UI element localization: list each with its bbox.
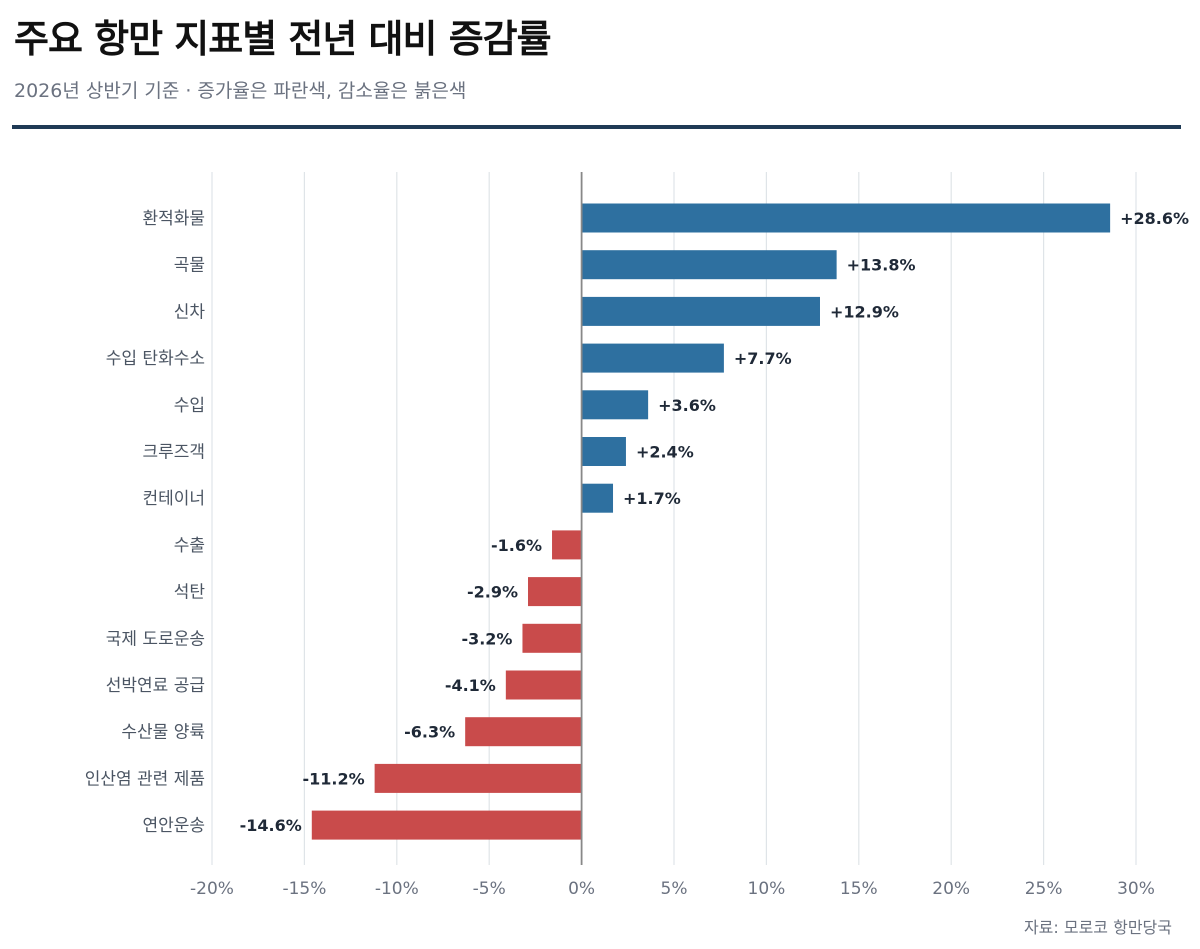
bar <box>374 763 582 793</box>
category-label: 수산물 양륙 <box>121 723 205 743</box>
x-tick-label: -15% <box>282 879 326 899</box>
bar <box>528 577 582 607</box>
category-label: 수입 탄화수소 <box>106 349 205 369</box>
bar <box>581 390 649 420</box>
bar <box>311 810 582 840</box>
x-tick-label: 5% <box>661 879 688 899</box>
data-label: -4.1% <box>445 676 496 695</box>
category-label: 연안운송 <box>142 816 205 836</box>
category-label: 선박연료 공급 <box>106 676 205 696</box>
category-label: 신차 <box>174 302 206 322</box>
source-note: 자료: 모로코 항만당국 <box>1023 918 1172 937</box>
data-label: -1.6% <box>491 536 542 555</box>
x-tick-label: 15% <box>840 879 878 899</box>
data-label: -2.9% <box>467 583 518 602</box>
chart-title: 주요 항만 지표별 전년 대비 증감률 <box>14 17 552 61</box>
x-tick-label: 0% <box>568 879 595 899</box>
x-tick-label: -20% <box>190 879 234 899</box>
data-label: +12.9% <box>830 302 899 321</box>
x-tick-label: 10% <box>748 879 786 899</box>
category-label: 곡물 <box>174 256 205 276</box>
x-tick-label: 30% <box>1117 879 1155 899</box>
x-tick-label: 25% <box>1025 879 1063 899</box>
category-label: 크루즈객 <box>142 443 205 463</box>
data-label: -3.2% <box>461 629 512 648</box>
chart-subtitle: 2026년 상반기 기준 · 증가율은 파란색, 감소율은 붉은색 <box>14 80 467 102</box>
data-label: -11.2% <box>302 769 364 788</box>
bar <box>581 250 837 280</box>
bar <box>581 203 1111 233</box>
data-label: +1.7% <box>623 489 681 508</box>
bar <box>581 483 614 513</box>
title-divider <box>12 125 1181 129</box>
category-label: 인산염 관련 제품 <box>85 769 205 789</box>
category-label: 컨테이너 <box>142 489 205 509</box>
category-label: 환적화물 <box>142 209 205 229</box>
bar <box>581 437 626 466</box>
data-label: +28.6% <box>1120 209 1189 228</box>
bar <box>581 296 820 326</box>
data-label: +13.8% <box>847 256 916 275</box>
data-label: -14.6% <box>240 816 302 835</box>
data-label: +3.6% <box>658 396 716 415</box>
data-label: -6.3% <box>404 723 455 742</box>
category-label: 수입 <box>174 396 205 416</box>
x-tick-label: -10% <box>375 879 419 899</box>
bar <box>581 343 724 373</box>
bar <box>465 717 582 747</box>
category-label: 수출 <box>174 536 205 556</box>
category-label: 석탄 <box>174 583 206 603</box>
bar <box>505 670 582 700</box>
x-tick-label: 20% <box>932 879 970 899</box>
x-tick-label: -5% <box>473 879 506 899</box>
category-label: 국제 도로운송 <box>106 629 205 649</box>
data-label: +2.4% <box>636 443 694 462</box>
data-label: +7.7% <box>734 349 792 368</box>
bar <box>552 530 582 560</box>
bar <box>522 623 582 653</box>
